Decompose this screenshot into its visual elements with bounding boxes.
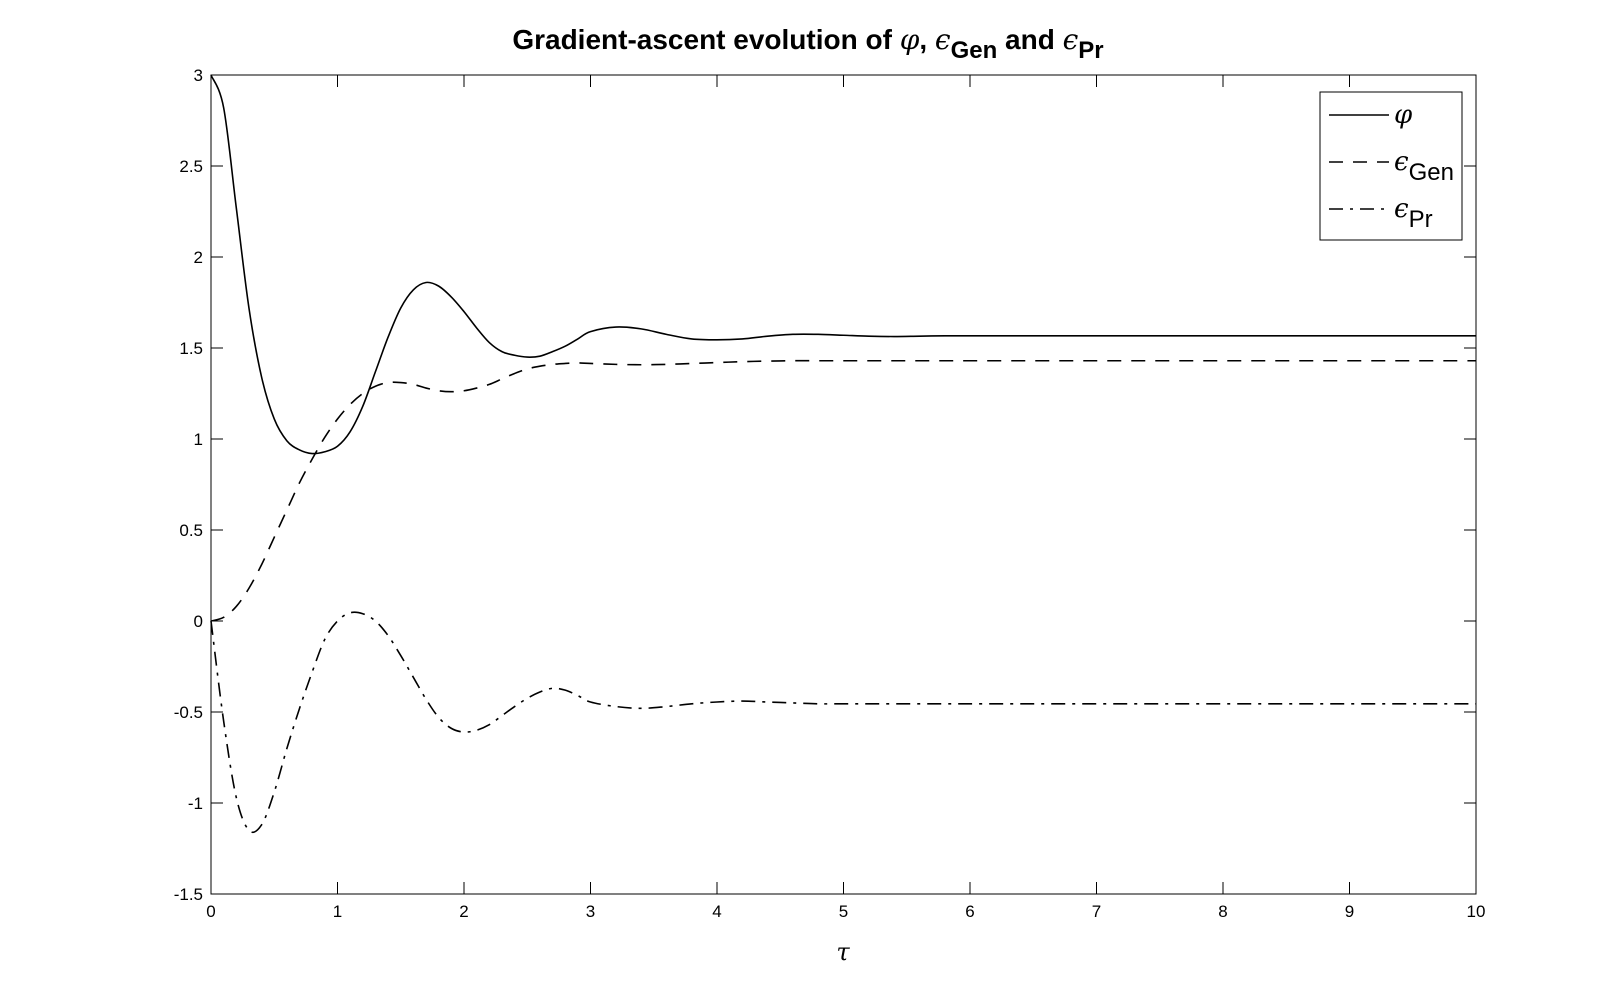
x-tick-label: 1 [333, 902, 342, 921]
x-tick-label: 2 [459, 902, 468, 921]
legend-label: ϵGen [1394, 147, 1454, 186]
plot-area [211, 75, 1476, 894]
ticks-layer: 0 1 2 3 4 5 6 7 8 9 10 -1.5 -1 -0.5 0 0.5 1 1.5 2 2.5 3 [174, 66, 1486, 921]
legend-symbol: φ [1394, 100, 1413, 130]
x-tick-label: 9 [1345, 902, 1354, 921]
y-tick-label: -1 [188, 794, 203, 813]
legend-box [1319, 91, 1463, 241]
title-epsilon-gen-symbol: ϵ [935, 23, 951, 56]
axes-frame [210, 74, 1477, 895]
x-tick-label: 6 [965, 902, 974, 921]
x-tick-label: 5 [839, 902, 848, 921]
legend-subscript: Gen [1409, 159, 1454, 186]
legend-entry-epsilon-pr: ϵPr [1329, 194, 1433, 233]
series-epsilon-pr-line [210, 611, 1476, 834]
x-tick-label: 3 [586, 902, 595, 921]
series-layer [210, 74, 1476, 834]
legend-symbol: ϵ [1394, 194, 1409, 224]
y-tick-label: 0 [194, 612, 203, 631]
y-tick-label: 2.5 [179, 157, 203, 176]
legend-label: ϵPr [1394, 194, 1433, 233]
legend-subscript: Pr [1409, 206, 1433, 233]
x-axis-label: τ [836, 938, 850, 966]
y-tick-label: 1.5 [179, 339, 203, 358]
x-tick-label: 0 [206, 902, 215, 921]
y-tick-label: -1.5 [174, 885, 203, 904]
title-separator-2: and [997, 24, 1062, 55]
chart-title: Gradient-ascent evolution of φ, ϵGen and… [512, 23, 1103, 64]
x-tick-label: 7 [1092, 902, 1101, 921]
x-tick-label: 4 [712, 902, 721, 921]
title-epsilon-pr-symbol: ϵ [1063, 23, 1079, 56]
y-tick-label: 1 [194, 430, 203, 449]
x-tick-label: 10 [1467, 902, 1486, 921]
legend-label: φ [1394, 100, 1413, 130]
x-tick-label: 8 [1218, 902, 1227, 921]
legend-entry-phi: φ [1329, 100, 1413, 130]
title-prefix: Gradient-ascent evolution of [512, 24, 899, 55]
y-tick-label: -0.5 [174, 703, 203, 722]
series-epsilon-gen-line [210, 359, 1476, 622]
legend-entry-epsilon-gen: ϵGen [1329, 147, 1454, 186]
title-pr-subscript: Pr [1078, 37, 1103, 64]
title-gen-subscript: Gen [951, 37, 998, 64]
legend-symbol: ϵ [1394, 147, 1409, 177]
y-tick-label: 3 [194, 66, 203, 85]
title-phi-symbol: φ [900, 23, 920, 56]
y-tick-label: 2 [194, 248, 203, 267]
y-tick-label: 0.5 [179, 521, 203, 540]
title-separator-1: , [919, 24, 935, 55]
